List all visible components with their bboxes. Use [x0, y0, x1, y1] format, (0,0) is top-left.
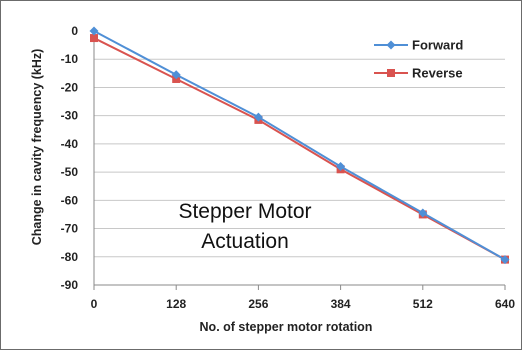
x-tick-label: 128	[166, 297, 186, 311]
y-tick-label: -90	[61, 278, 79, 292]
data-point-forward	[418, 208, 428, 218]
data-point-forward	[171, 70, 181, 80]
y-tick-label: 0	[71, 24, 78, 38]
y-tick-labels: 0 -10 -20 -30 -40 -50 -60 -70 -80 -90	[61, 24, 79, 292]
y-axis-title: Change in cavity frequency (kHz)	[30, 49, 44, 246]
legend-label-forward: Forward	[412, 38, 463, 53]
annotation-line-2: Actuation	[201, 230, 289, 253]
legend-entry-reverse: Reverse	[374, 66, 463, 81]
x-tick-labels: 0 128 256 384 512 640	[91, 297, 516, 311]
axes	[93, 31, 506, 290]
data-point-forward	[89, 26, 99, 36]
legend-entry-forward: Forward	[374, 38, 463, 53]
data-point-forward	[500, 255, 510, 265]
x-tick-label: 384	[331, 297, 351, 311]
annotation-line-1: Stepper Motor	[178, 200, 311, 223]
x-tick-label: 640	[495, 297, 515, 311]
y-tick-label: -60	[61, 193, 79, 207]
series-line-reverse	[93, 37, 506, 261]
gridlines	[94, 58, 505, 258]
y-tick-label: -50	[61, 165, 79, 179]
x-axis-title: No. of stepper motor rotation	[200, 320, 373, 334]
legend-marker-reverse	[387, 69, 395, 77]
legend-marker-forward	[386, 40, 396, 50]
y-tick-label: -70	[61, 222, 79, 236]
x-tick-label: 0	[91, 297, 98, 311]
y-tick-label: -20	[61, 80, 79, 94]
x-tick-label: 256	[248, 297, 268, 311]
y-tick-label: -80	[61, 250, 79, 264]
y-tick-label: -40	[61, 137, 79, 151]
series-group	[89, 26, 510, 265]
legend-label-reverse: Reverse	[412, 66, 463, 81]
legend: Forward Reverse	[374, 38, 463, 81]
series-line-forward	[93, 30, 506, 261]
data-point-reverse	[90, 34, 98, 43]
data-point-forward	[253, 112, 263, 122]
x-tick-label: 512	[413, 297, 433, 311]
y-tick-label: -10	[61, 52, 79, 66]
y-tick-label: -30	[61, 109, 79, 123]
data-point-forward	[336, 161, 346, 171]
